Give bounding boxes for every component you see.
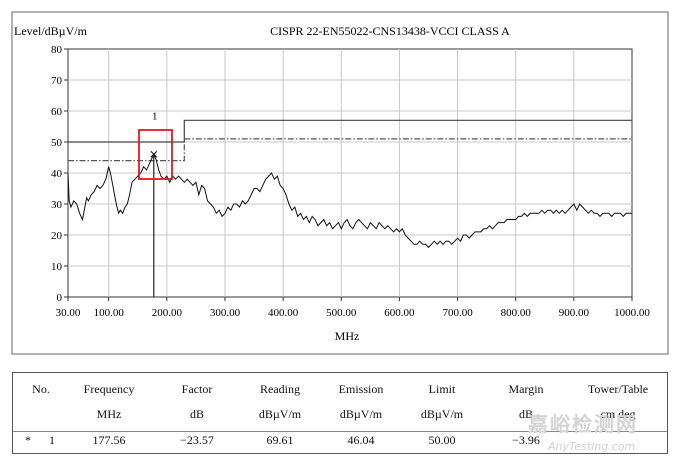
header-no: No. (32, 382, 50, 396)
limit-line-quasi-peak (68, 119, 632, 143)
row-margin: −3.96 (512, 433, 540, 447)
marker-layer: 1 (150, 110, 158, 297)
emission-series-line (67, 153, 632, 249)
watermark-url: AnyTesting.com (548, 440, 636, 453)
x-tick-label: 1000.00 (614, 307, 650, 319)
y-tick-label: 40 (51, 168, 63, 180)
header-emission: Emission (338, 382, 384, 396)
row-no: 1 (49, 433, 55, 447)
unit-limit: dBµV/m (420, 407, 464, 421)
header-limit: Limit (428, 382, 456, 396)
marker-label: 1 (152, 110, 158, 122)
row-factor: −23.57 (180, 433, 214, 447)
x-tick-label: 500.00 (326, 307, 357, 319)
unit-emission: dBµV/m (339, 407, 383, 421)
chart-frame (11, 11, 669, 355)
y-axis-label: Level/dBµV/m (14, 24, 88, 38)
x-tick-label: 300.00 (210, 307, 241, 319)
row-limit: 50.00 (428, 433, 456, 447)
x-tick-label: 900.00 (559, 307, 590, 319)
y-tick-label: 50 (51, 137, 63, 149)
marker-point (150, 150, 158, 158)
unit-reading: dBµV/m (258, 407, 302, 421)
limit-line-average (68, 138, 632, 162)
row-emission: 46.04 (347, 433, 375, 447)
x-tick-label: 200.00 (152, 307, 183, 319)
x-tick-label: 400.00 (268, 307, 299, 319)
y-tick-label: 10 (51, 261, 63, 273)
watermark-logo: 嘉峪检测网 (528, 412, 638, 436)
row-reading: 69.61 (266, 433, 294, 447)
chart-title: CISPR 22-EN55022-CNS13438-VCCI CLASS A (270, 24, 510, 38)
highlight-box (138, 129, 173, 180)
series-layer (67, 153, 632, 249)
x-tick-label: 100.00 (94, 307, 125, 319)
limit-lines (68, 119, 632, 162)
header-frequency: Frequency (83, 382, 135, 396)
y-tick-label: 70 (51, 75, 63, 87)
header-reading: Reading (260, 382, 300, 396)
measurement-table: No. Frequency Factor Reading Emission Li… (12, 372, 668, 454)
header-factor: Factor (181, 382, 213, 396)
row-frequency: 177.56 (92, 433, 126, 447)
unit-margin: dB (518, 407, 533, 421)
header-margin: Margin (508, 382, 544, 396)
x-tick-label: 30.00 (56, 307, 81, 319)
header-tower-table: Tower/Table (587, 382, 649, 396)
y-tick-label: 0 (57, 292, 63, 304)
row-mark: * (25, 433, 31, 447)
x-tick-label: 700.00 (442, 307, 473, 319)
row-divider (13, 431, 667, 432)
y-tick-label: 80 (51, 44, 63, 56)
x-tick-label: 600.00 (384, 307, 415, 319)
x-axis-label: MHz (335, 329, 360, 343)
unit-tower-table: cm deg (600, 407, 636, 421)
unit-factor: dB (189, 407, 204, 421)
y-tick-label: 20 (51, 230, 63, 242)
y-tick-label: 30 (51, 199, 63, 211)
tick-labels: 0 10 20 30 40 50 60 70 80 30.00 100.00 200.00 300.00… (51, 44, 650, 319)
unit-frequency: MHz (96, 407, 122, 421)
x-tick-label: 800.00 (501, 307, 532, 319)
y-tick-label: 60 (51, 106, 63, 118)
